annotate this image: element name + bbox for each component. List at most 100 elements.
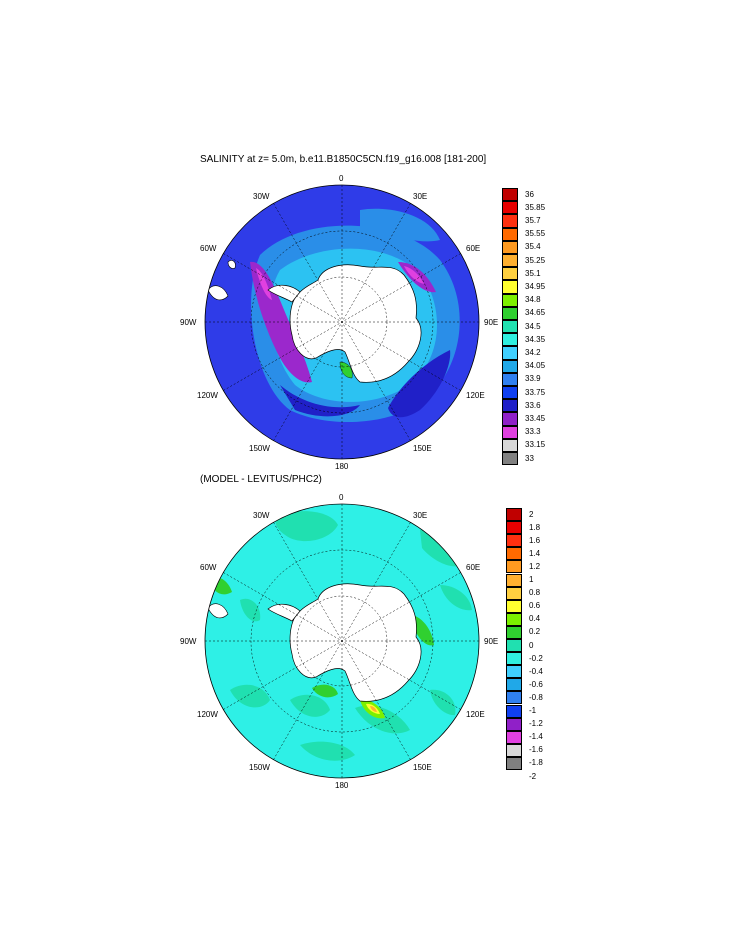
colorbar-label: -1.8: [529, 758, 543, 768]
colorbar-swatch: [502, 280, 518, 294]
colorbar-label: -1.6: [529, 745, 543, 755]
map-boundary-2: [204, 503, 480, 779]
colorbar-label: 34.5: [525, 321, 541, 331]
lon-label-120w: 120W: [197, 710, 218, 719]
colorbar-label: 1.6: [529, 535, 541, 545]
lon-label-30w: 30W: [253, 511, 270, 520]
colorbar-swatch: [502, 227, 518, 241]
colorbar-label: 35.1: [525, 268, 541, 278]
map-title-salinity: SALINITY at z= 5.0m, b.e11.B1850C5CN.f19…: [200, 154, 487, 165]
lon-label-60e: 60E: [466, 563, 481, 572]
colorbar-swatch: [502, 306, 518, 320]
colorbar-label: 1: [529, 575, 534, 585]
colorbar-swatch: [506, 586, 522, 600]
colorbar-swatch: [506, 625, 522, 639]
lon-label-150e: 150E: [413, 763, 432, 772]
colorbar-swatch: [506, 691, 522, 705]
lon-label-120e: 120E: [466, 710, 485, 719]
colorbar-swatch: [506, 521, 522, 535]
colorbar-label: -0.8: [529, 692, 543, 702]
lon-label-30e: 30E: [413, 192, 428, 201]
colorbar-swatch: [502, 438, 518, 452]
colorbar-label: 35.7: [525, 216, 541, 225]
colorbar-swatch: [502, 425, 518, 439]
colorbar-label: 1.8: [529, 522, 541, 532]
lon-label-90w: 90W: [180, 318, 197, 327]
colorbar-swatch: [506, 730, 522, 744]
colorbar-label: -1.4: [529, 732, 543, 742]
colorbar-label: -1.2: [529, 719, 543, 729]
colorbar-label: 2: [529, 509, 534, 519]
colorbar-swatch: [506, 560, 522, 574]
colorbar-label: 0: [529, 640, 534, 650]
colorbar-label: 35.55: [525, 229, 546, 239]
lon-label-120w: 120W: [197, 391, 218, 400]
colorbar-swatch: [502, 346, 518, 360]
colorbar-label: 33.45: [525, 414, 546, 423]
colorbar-swatch: [502, 412, 518, 426]
colorbar-label: -0.2: [529, 653, 543, 663]
lon-label-0: 0: [339, 174, 344, 183]
colorbar-label: 33.3: [525, 427, 541, 437]
colorbar-label: 34.65: [525, 308, 546, 318]
lon-label-60w: 60W: [200, 244, 217, 253]
colorbar-label: 35.4: [525, 242, 541, 252]
lon-label-30e: 30E: [413, 511, 428, 520]
colorbar-swatch: [502, 359, 518, 373]
colorbar-swatch: [506, 599, 522, 613]
colorbar-swatch: [506, 652, 522, 666]
lon-label-30w: 30W: [253, 192, 270, 201]
colorbar-swatch: [502, 399, 518, 413]
colorbar-swatch: [502, 201, 518, 215]
lon-label-60e: 60E: [466, 244, 481, 253]
colorbar-swatch: [506, 639, 522, 653]
difference-map: [205, 504, 479, 778]
colorbar-label: 35.25: [525, 255, 546, 265]
lon-label-90e: 90E: [484, 637, 499, 646]
colorbar-label: -1: [529, 706, 537, 716]
lon-label-180: 180: [335, 781, 349, 790]
colorbar-swatch: [502, 214, 518, 228]
map-title-difference: (MODEL - LEVITUS/PHC2): [200, 474, 322, 485]
colorbar-swatch: [506, 717, 522, 731]
colorbar-swatch: [502, 293, 518, 307]
lon-label-150w: 150W: [249, 444, 270, 453]
colorbar-swatch: [502, 386, 518, 400]
colorbar-label: -2: [529, 771, 537, 781]
colorbar-label: 36: [525, 189, 534, 199]
colorbar-label: 33.6: [525, 400, 541, 410]
lon-label-180: 180: [335, 462, 349, 471]
colorbar-label: 33.15: [525, 440, 546, 450]
colorbar-swatch: [506, 704, 522, 718]
colorbar-swatch: [502, 254, 518, 268]
colorbar-swatch: [506, 612, 522, 626]
colorbar-label: 1.2: [529, 561, 541, 571]
lon-label-150w: 150W: [249, 763, 270, 772]
colorbar-swatch: [506, 743, 522, 757]
colorbar-label: 33.9: [525, 374, 541, 384]
colorbar-label: 0.2: [529, 627, 541, 637]
colorbar-swatch: [502, 372, 518, 386]
colorbar-label: 0.8: [529, 588, 541, 598]
colorbar-swatch: [502, 267, 518, 281]
colorbar-swatch: [502, 188, 518, 202]
colorbar-label: 34.95: [525, 282, 546, 291]
colorbar-label: 35.85: [525, 202, 546, 212]
colorbar-label: 34.05: [525, 361, 546, 371]
colorbar-label: 34.2: [525, 348, 541, 357]
colorbar-swatch: [506, 547, 522, 561]
colorbar-label: 33.75: [525, 387, 546, 397]
colorbar-swatch: [506, 678, 522, 692]
colorbar-swatch: [506, 665, 522, 679]
colorbar-label: 34.35: [525, 334, 546, 344]
map-boundary-1: [204, 184, 480, 460]
colorbar-swatch: [502, 452, 518, 466]
lon-label-90w: 90W: [180, 637, 197, 646]
colorbar-swatch: [506, 756, 522, 770]
salinity-map: [205, 185, 479, 459]
colorbar-label: -0.4: [529, 666, 543, 676]
colorbar-label: 0.6: [529, 601, 541, 611]
colorbar-label: 0.4: [529, 614, 541, 624]
lon-label-90e: 90E: [484, 318, 499, 327]
lon-label-150e: 150E: [413, 444, 432, 453]
